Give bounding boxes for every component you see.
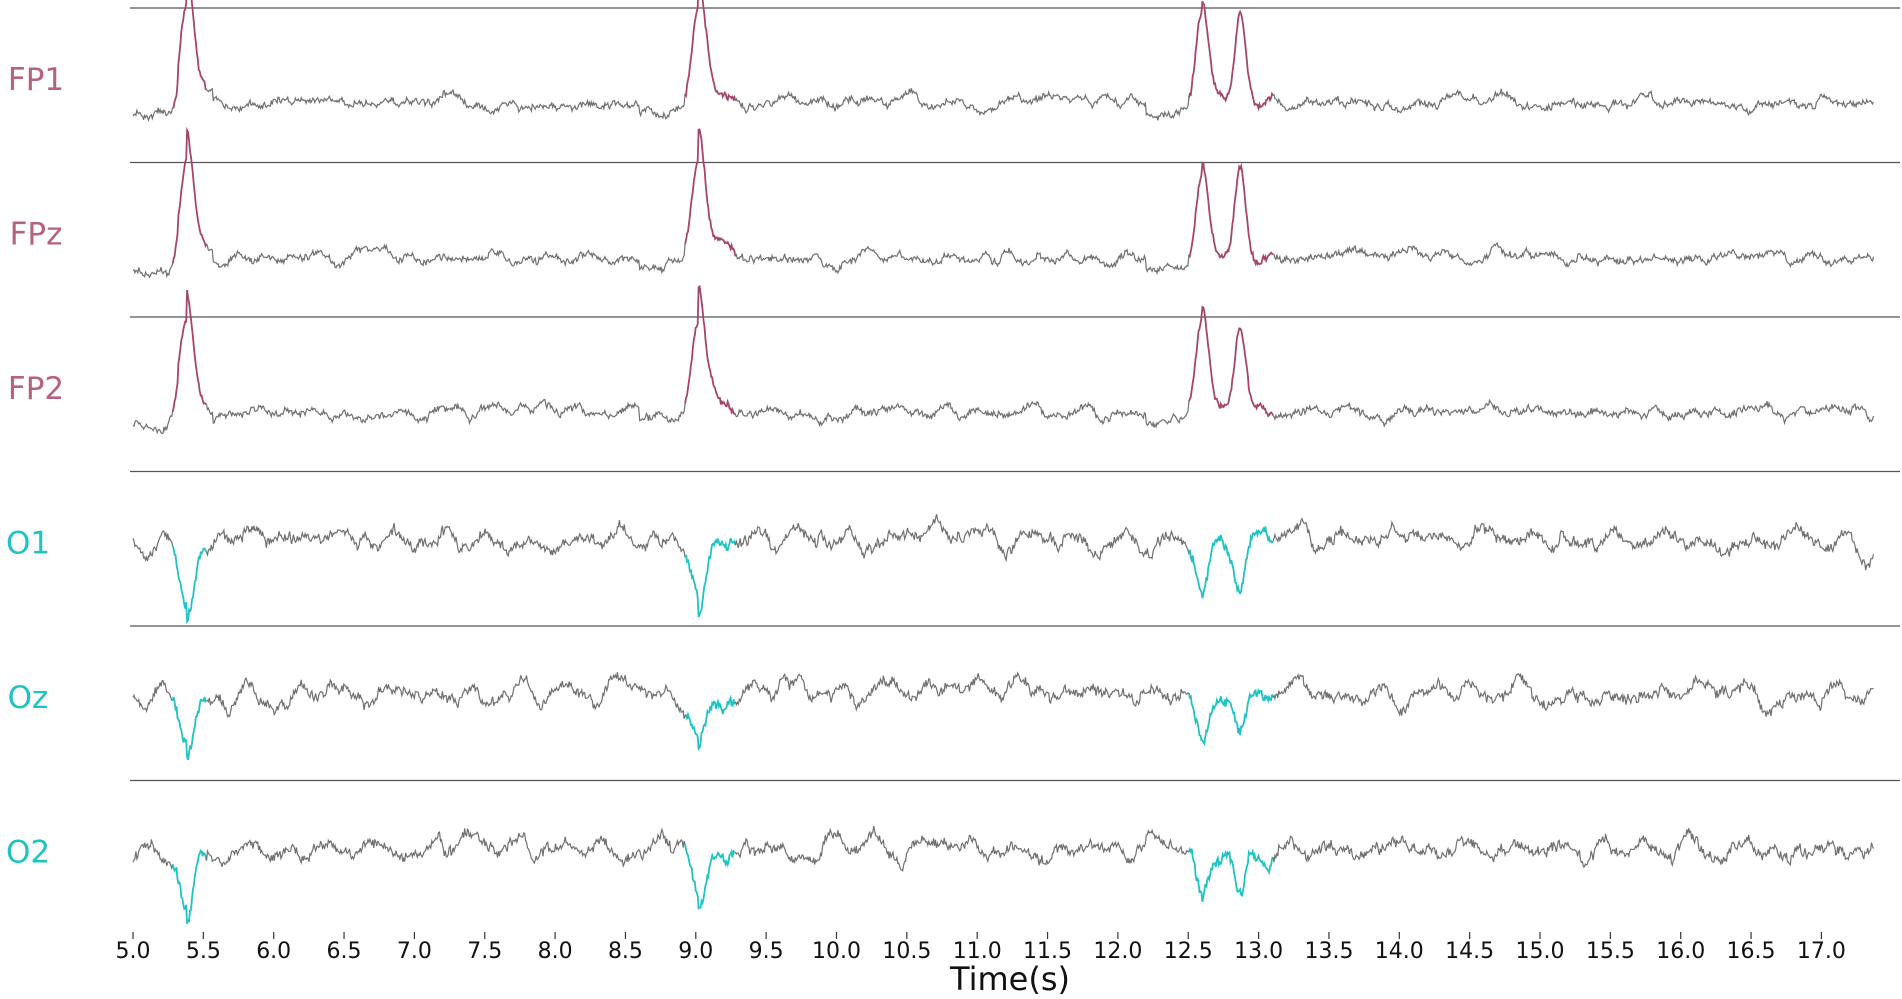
x-axis-label: Time(s)	[949, 960, 1070, 998]
channel-label-o1: O1	[6, 526, 50, 562]
x-tick-label: 8.0	[538, 939, 573, 964]
signal-line-fp2	[205, 398, 686, 426]
signal-line-o1	[734, 514, 1190, 563]
x-tick-label: 10.5	[882, 939, 931, 964]
event-segment-oz	[171, 696, 207, 761]
signal-line-fp1	[132, 107, 174, 123]
signal-line-o1	[132, 530, 174, 563]
event-segment-fp2	[684, 284, 737, 416]
channel-panel-oz: Oz	[8, 625, 1900, 761]
x-tick-label: 15.5	[1586, 939, 1635, 964]
x-tick-label: 15.0	[1516, 939, 1565, 964]
signal-line-fp1	[1272, 88, 1875, 117]
event-segment-fpz	[684, 128, 737, 257]
x-tick-label: 7.0	[397, 939, 432, 964]
signal-line-fp2	[734, 400, 1190, 429]
channel-panels: FP1 FPz FP2 O1 Oz O2	[6, 0, 1900, 924]
x-tick-label: 17.0	[1797, 939, 1846, 964]
x-tick-label: 6.0	[256, 939, 291, 964]
x-tick-label: 10.0	[812, 939, 861, 964]
event-segment-o2	[684, 844, 736, 910]
channel-label-fp2: FP2	[8, 371, 64, 407]
x-tick-label: 13.0	[1234, 939, 1283, 964]
channel-label-fp1: FP1	[8, 62, 64, 98]
x-tick-label: 6.5	[327, 939, 362, 964]
event-segment-fp1	[684, 0, 737, 102]
channel-label-oz: Oz	[8, 680, 49, 716]
x-tick-label: 14.5	[1445, 939, 1494, 964]
x-tick-label: 11.0	[953, 939, 1002, 964]
signal-line-o2	[132, 839, 174, 871]
x-tick-label: 5.5	[186, 939, 221, 964]
event-segment-fpz	[171, 126, 208, 264]
channel-panel-fpz: FPz	[10, 126, 1900, 279]
signal-line-oz	[206, 672, 686, 719]
x-tick-label: 16.0	[1656, 939, 1705, 964]
signal-line-o2	[205, 827, 686, 869]
event-segment-o1	[1188, 526, 1274, 599]
event-segment-oz	[1188, 688, 1274, 747]
signal-line-fpz	[1272, 241, 1875, 269]
signal-line-oz	[132, 679, 173, 714]
channel-panel-o1: O1	[6, 470, 1900, 625]
signal-line-oz	[1272, 672, 1874, 717]
event-segment-fp2	[171, 289, 207, 413]
x-tick-label: 16.5	[1727, 939, 1776, 964]
signal-line-o1	[1272, 517, 1875, 571]
signal-line-fpz	[205, 243, 686, 275]
x-tick-label: 9.0	[678, 939, 713, 964]
signal-line-o1	[205, 520, 686, 558]
x-tick-label: 11.5	[1023, 939, 1072, 964]
x-tick-label: 7.5	[467, 939, 502, 964]
x-tick-label: 5.0	[116, 939, 151, 964]
signal-line-fpz	[734, 245, 1190, 276]
event-segment-fp1	[1188, 0, 1274, 112]
channel-label-fpz: FPz	[10, 217, 63, 253]
signal-line-oz	[734, 671, 1190, 712]
signal-line-fp2	[1272, 398, 1875, 428]
channel-panel-fp1: FP1	[8, 0, 1900, 123]
x-tick-label: 12.0	[1093, 939, 1142, 964]
signal-line-fp1	[734, 88, 1190, 121]
event-segment-fpz	[1188, 161, 1273, 267]
x-tick-label: 14.0	[1375, 939, 1424, 964]
signal-line-fpz	[133, 263, 174, 279]
event-segment-o1	[171, 545, 208, 625]
event-segment-fp1	[172, 0, 208, 109]
event-segment-oz	[685, 694, 737, 752]
channel-panel-fp2: FP2	[8, 284, 1900, 435]
signal-line-fp2	[132, 411, 174, 435]
event-segment-fp2	[1188, 305, 1274, 418]
event-segment-o2	[171, 849, 208, 924]
x-tick-label: 13.5	[1304, 939, 1353, 964]
channel-label-o2: O2	[6, 835, 50, 871]
x-tick-label: 12.5	[1164, 939, 1213, 964]
event-segment-o1	[684, 537, 737, 618]
signal-line-o2	[1272, 828, 1875, 868]
signal-line-fp1	[206, 87, 686, 120]
x-tick-label: 8.5	[608, 939, 643, 964]
x-tick-label: 9.5	[749, 939, 784, 964]
signal-line-o2	[734, 825, 1190, 872]
event-segment-o2	[1188, 846, 1274, 902]
channel-panel-o2: O2	[6, 779, 1900, 924]
x-axis: 5.0 5.5 6.0 6.5 7.0 7.5 8.0 8.5 9.0 9.5 10.0 10.5 11…	[116, 932, 1846, 964]
